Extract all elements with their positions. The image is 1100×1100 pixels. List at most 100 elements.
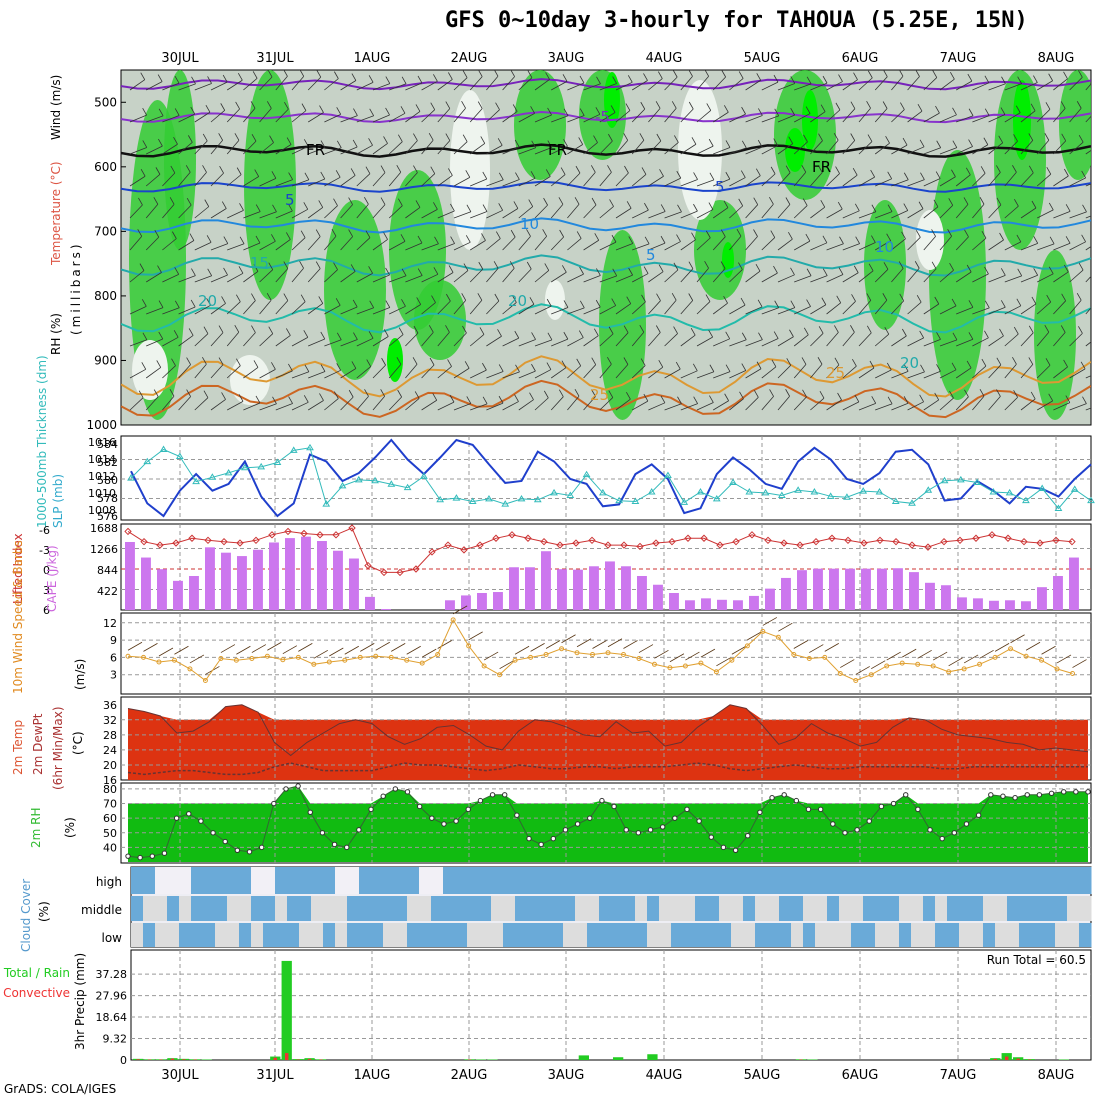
slp-tick: 1010	[88, 487, 116, 500]
wind-barb-feather	[202, 133, 208, 142]
cloud-cell	[335, 923, 348, 947]
rh2m-point	[1048, 790, 1055, 797]
cloud-cell	[503, 896, 516, 921]
wind10-barb	[778, 622, 793, 632]
cloud-cell	[947, 896, 960, 921]
cloud-cell	[1055, 923, 1068, 947]
wind-barb	[729, 113, 746, 123]
cape-label: CAPE (J/kg)	[45, 545, 59, 612]
wind-barb	[1069, 368, 1086, 379]
wind-barb	[729, 78, 744, 91]
wind-barb-feather	[839, 236, 844, 244]
wind-barb-feather	[514, 139, 520, 148]
wind-barb	[664, 142, 679, 155]
wind-barb	[745, 270, 761, 283]
wind10-point	[357, 654, 363, 660]
wind-barb	[923, 338, 941, 347]
rh2m-point	[988, 792, 994, 798]
rh2m-point	[720, 844, 727, 851]
cape-bar	[621, 566, 631, 610]
wind-barb-feather	[449, 394, 455, 403]
wind-barb-feather	[822, 235, 828, 244]
wind-barb-feather	[579, 266, 584, 275]
wind10-barb	[623, 640, 638, 649]
wind-barb-feather	[1045, 358, 1051, 366]
rh2m-point	[975, 812, 982, 818]
wind-barb-feather	[1080, 361, 1086, 370]
wind-barb-feather	[478, 261, 484, 270]
wind-barb-feather	[238, 394, 244, 402]
wind10-point	[1039, 657, 1045, 663]
cape-bar	[173, 580, 183, 610]
wind-barb-feather	[709, 172, 715, 181]
li-point	[1068, 537, 1076, 546]
wind-barb-feather	[461, 101, 466, 109]
wind10-point	[590, 652, 596, 657]
rh2m-point	[587, 815, 593, 821]
wind-barb	[372, 396, 385, 411]
wind-barb-feather	[688, 70, 693, 77]
wind-barb-feather	[984, 75, 990, 84]
rh2m-point	[392, 786, 399, 792]
wind-barb	[907, 301, 922, 315]
wind-barb	[1069, 211, 1087, 219]
wind-barb	[421, 173, 436, 187]
temp2m-label: 2m Temp	[11, 720, 25, 775]
wind-barb	[583, 396, 596, 411]
wind-barb	[356, 337, 374, 347]
wind-barb-feather	[595, 299, 601, 308]
wind-barb	[810, 172, 823, 187]
cloud-cell	[671, 896, 684, 921]
wind-barb	[680, 300, 694, 315]
precip-conv-bar	[170, 1058, 175, 1060]
wind-barb	[972, 82, 990, 91]
wind-barb-feather	[531, 140, 537, 149]
cloud-cell	[323, 896, 336, 921]
wind-barb	[761, 145, 778, 155]
wind-barb	[372, 274, 390, 283]
wind-barb-feather	[498, 203, 504, 211]
wind-barb	[972, 144, 989, 155]
wind-barb-feather	[903, 172, 909, 180]
wind-barb	[421, 273, 439, 283]
wind-barb-feather	[531, 332, 536, 340]
wind-barb	[372, 143, 388, 155]
wind-barb-feather	[673, 262, 679, 271]
wind-barb-feather	[644, 236, 650, 245]
wind-barb	[1004, 171, 1017, 187]
wind10-barb	[700, 648, 716, 658]
wind10-point	[682, 663, 688, 669]
wind-barb	[810, 275, 828, 283]
wind-barb	[502, 208, 519, 219]
wind-barb	[745, 236, 758, 251]
wind-barb	[550, 204, 564, 219]
li-point	[940, 537, 948, 546]
wind-barb	[1020, 207, 1037, 219]
cloud-cell	[611, 923, 624, 947]
cloud-cell	[311, 923, 324, 947]
cloud-cell	[851, 923, 864, 947]
thickness-point	[940, 476, 949, 484]
wind-barb-feather	[561, 360, 567, 368]
cloud-cell	[659, 923, 672, 947]
li-tick: 0	[43, 564, 50, 577]
wind-barb-feather	[574, 389, 580, 397]
wind-barb	[1004, 363, 1017, 379]
wind-barb	[826, 139, 839, 155]
wind-barb	[567, 337, 584, 347]
cloud-cell	[623, 867, 636, 894]
wind-barb	[891, 179, 909, 187]
wind-barb-feather	[725, 140, 731, 148]
rh2m-point	[307, 809, 313, 816]
wind-barb-feather	[445, 101, 451, 109]
wind-barb-feather	[869, 360, 875, 369]
cloud-cell	[491, 896, 504, 921]
cloud-cell	[383, 867, 396, 894]
wind-barb-feather	[692, 363, 698, 372]
cape-bar	[541, 551, 551, 610]
top-date-2AUG: 2AUG	[451, 51, 488, 66]
wind-barb	[1069, 177, 1086, 187]
wind-barb	[146, 81, 163, 91]
wind-barb-feather	[515, 172, 520, 180]
wind-barb-feather	[1078, 326, 1083, 334]
